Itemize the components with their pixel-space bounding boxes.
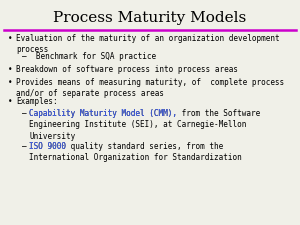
Text: Provides means of measuring maturity, of  complete process
and/or of separate pr: Provides means of measuring maturity, of… — [16, 78, 284, 99]
Text: •: • — [8, 78, 13, 87]
Text: –: – — [22, 109, 27, 118]
Text: •: • — [8, 65, 13, 74]
Text: •: • — [8, 34, 13, 43]
Text: Breakdown of software process into process areas: Breakdown of software process into proce… — [16, 65, 238, 74]
Text: –  Benchmark for SQA practice: – Benchmark for SQA practice — [22, 52, 156, 61]
Text: Examples:: Examples: — [16, 97, 58, 106]
Text: •: • — [8, 97, 13, 106]
Text: Evaluation of the maturity of an organization development
process: Evaluation of the maturity of an organiz… — [16, 34, 280, 54]
Text: –: – — [22, 142, 27, 151]
Text: ISO 9000 quality standard series, from the
International Organization for Standa: ISO 9000 quality standard series, from t… — [29, 142, 242, 162]
Text: ISO 9000: ISO 9000 — [29, 142, 66, 151]
Text: Process Maturity Models: Process Maturity Models — [53, 11, 247, 25]
Text: Capability Maturity Model (CMM), from the Software
Engineering Institute (SEI), : Capability Maturity Model (CMM), from th… — [29, 109, 260, 141]
Text: Capability Maturity Model (CMM),: Capability Maturity Model (CMM), — [29, 109, 177, 118]
